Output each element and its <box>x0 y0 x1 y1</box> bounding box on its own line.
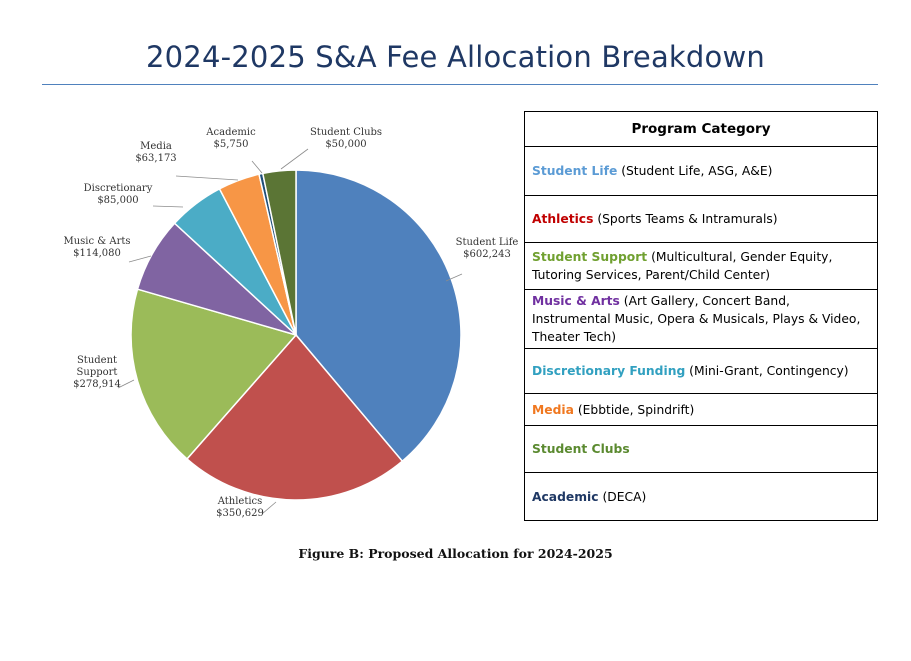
title-divider <box>42 84 878 85</box>
table-row-student-clubs: Student Clubs <box>525 426 877 473</box>
leader-line <box>175 175 239 181</box>
slice-label: Athletics $350,629 <box>216 496 264 519</box>
slice-label: Discretionary $85,000 <box>84 183 153 206</box>
table-row-student-life: Student Life (Student Life, ASG, A&E) <box>525 147 877 196</box>
category-name: Academic <box>532 489 599 504</box>
pie-slice-athletics <box>185 333 404 501</box>
table-row-academic: Academic (DECA) <box>525 473 877 521</box>
category-detail: (Art Gallery, Concert Band, Instrumental… <box>532 294 861 344</box>
program-category-table: Program Category Student Life (Student L… <box>524 111 878 521</box>
category-detail: (Mini-Grant, Contingency) <box>685 364 849 378</box>
table-row-discretionary: Discretionary Funding (Mini-Grant, Conti… <box>525 349 877 394</box>
leader-line <box>251 160 263 174</box>
table-row-student-support: Student Support (Multicultural, Gender E… <box>525 243 877 290</box>
table-row-media: Media (Ebbtide, Spindrift) <box>525 394 877 426</box>
category-name: Discretionary Funding <box>532 364 686 378</box>
slice-label: Music & Arts $114,080 <box>63 236 130 259</box>
table-header: Program Category <box>525 112 877 147</box>
category-name: Student Support <box>532 250 648 264</box>
category-name: Athletics <box>532 212 594 226</box>
pie-slice-student-support <box>130 288 298 460</box>
category-detail: (DECA) <box>598 489 647 504</box>
category-name: Media <box>532 402 574 417</box>
category-detail: (Student Life, ASG, A&E) <box>617 164 773 178</box>
category-name: Student Clubs <box>532 442 630 456</box>
category-detail: (Ebbtide, Spindrift) <box>573 402 695 417</box>
slice-label: Academic $5,750 <box>205 127 256 150</box>
category-name: Music & Arts <box>532 294 620 308</box>
table-row-athletics: Athletics (Sports Teams & Intramurals) <box>525 196 877 243</box>
leader-line <box>445 273 463 282</box>
slice-label: Student Clubs $50,000 <box>310 127 382 150</box>
leader-line <box>128 255 152 263</box>
category-name: Student Life <box>532 164 618 178</box>
category-detail: (Multicultural, Gender Equity, Tutoring … <box>532 250 833 282</box>
pie-chart: Student Life $602,243 Athletics $350,629 Stu… <box>63 127 519 519</box>
slice-label: Media $63,173 <box>135 141 176 164</box>
leader-line <box>152 205 184 208</box>
figure-caption: Figure B: Proposed Allocation for 2024-2… <box>298 546 613 561</box>
slice-label: Student Support $278,914 <box>73 355 121 390</box>
table-row-music-arts: Music & Arts (Art Gallery, Concert Band,… <box>525 290 877 349</box>
leader-line <box>261 501 277 515</box>
category-detail: (Sports Teams & Intramurals) <box>593 212 778 226</box>
slice-label: Student Life $602,243 <box>456 237 519 260</box>
leader-line <box>280 148 309 170</box>
page-title: 2024-2025 S&A Fee Allocation Breakdown <box>146 40 765 74</box>
pie-slice-student-clubs <box>261 169 297 336</box>
leader-line <box>117 379 135 389</box>
